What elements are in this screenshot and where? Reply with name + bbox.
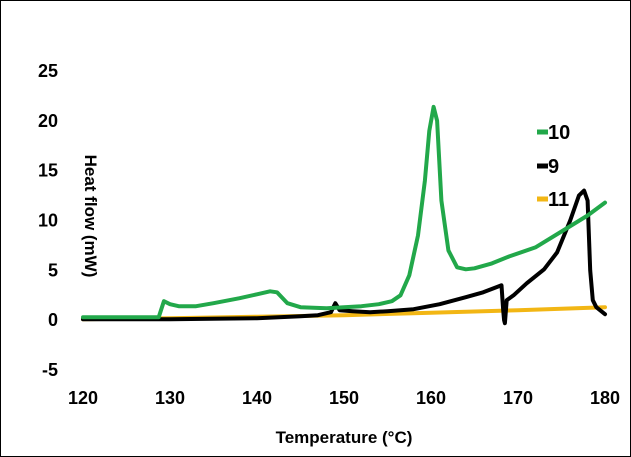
y-tick-label: 5 <box>48 260 58 280</box>
series-line-10 <box>81 104 607 320</box>
y-tick-label: 20 <box>38 111 58 131</box>
x-tick-label: 120 <box>68 388 98 408</box>
x-tick-label: 160 <box>416 388 446 408</box>
y-tick-label: 15 <box>38 161 58 181</box>
y-tick-label: 0 <box>48 310 58 330</box>
legend-label-9: 9 <box>548 156 559 178</box>
legend-label-10: 10 <box>548 122 570 144</box>
legend: 10 9 11 <box>537 122 570 211</box>
x-tick-label: 130 <box>155 388 185 408</box>
plot-area <box>81 104 607 326</box>
x-tick-label: 140 <box>242 388 272 408</box>
axes: 25 20 15 10 5 0 -5 120 130 140 150 160 170 180 <box>38 61 620 408</box>
y-axis-title: Heat flow (mW) <box>81 155 100 278</box>
y-tick-label: 25 <box>38 61 58 81</box>
x-tick-label: 180 <box>590 388 620 408</box>
x-tick-label: 170 <box>503 388 533 408</box>
legend-label-11: 11 <box>548 189 569 211</box>
x-axis-title: Temperature (°C) <box>276 428 413 447</box>
x-tick-label: 150 <box>329 388 359 408</box>
y-tick-label: -5 <box>42 360 58 380</box>
y-tick-label: 10 <box>38 211 58 231</box>
